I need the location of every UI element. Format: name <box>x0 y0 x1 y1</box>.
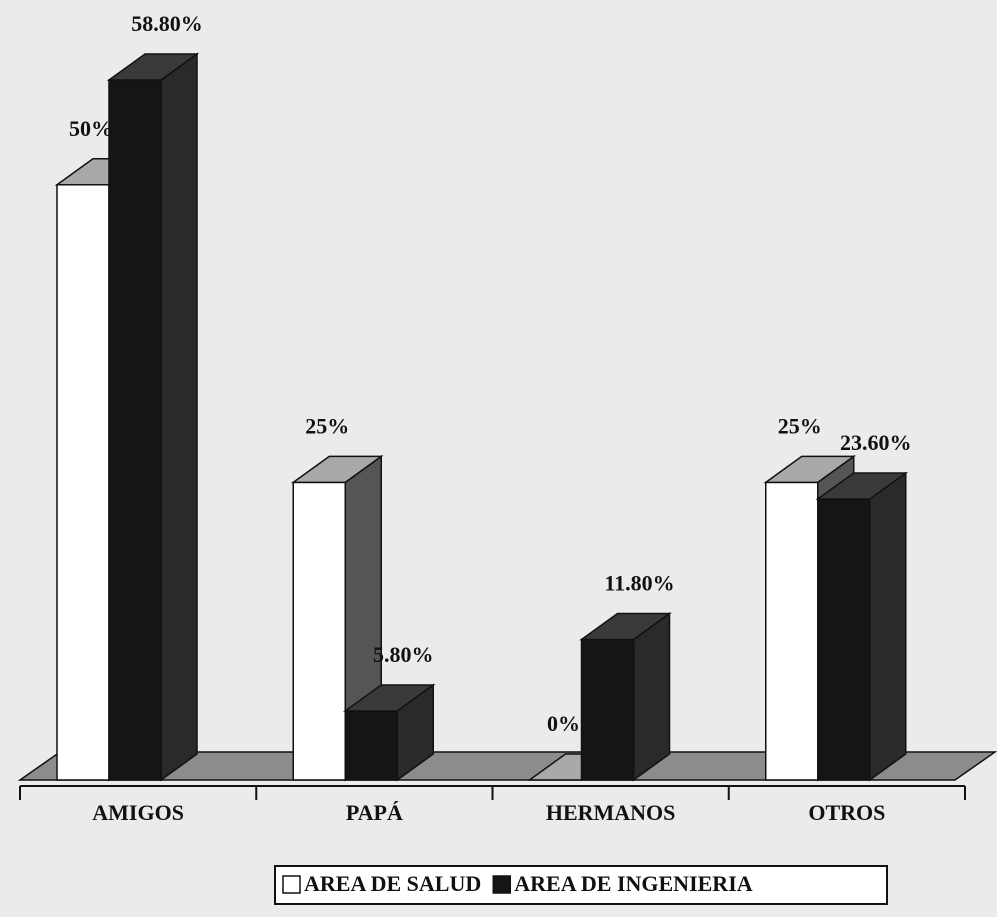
bar-top <box>290 455 384 484</box>
bar <box>344 710 398 781</box>
floor <box>17 751 997 781</box>
legend <box>274 865 888 905</box>
value-label: 58.80% <box>131 11 203 36</box>
bar-top <box>106 53 200 81</box>
x-tick-label: OTROS <box>808 800 885 825</box>
value-label: 50% <box>69 116 113 141</box>
bar <box>292 481 346 781</box>
value-label: 25% <box>778 413 822 438</box>
bar <box>108 79 162 781</box>
legend-swatch <box>492 875 512 894</box>
x-tick-label: AMIGOS <box>92 800 184 825</box>
bar <box>56 184 110 781</box>
bar-top <box>763 455 857 484</box>
bar <box>817 498 871 781</box>
value-label: 11.80% <box>604 571 674 596</box>
bar-side <box>632 612 671 782</box>
legend-swatch <box>282 875 301 894</box>
x-tick-label: PAPÁ <box>346 800 403 825</box>
value-label: 25% <box>305 413 349 438</box>
bar-side <box>869 471 907 782</box>
bar-top <box>342 684 436 712</box>
bar-top <box>815 472 909 500</box>
value-label: 23.60% <box>840 430 912 455</box>
value-label: 5.80% <box>373 642 434 667</box>
bar <box>765 481 819 781</box>
value-label: 0% <box>547 711 580 736</box>
bar-top <box>579 612 672 641</box>
x-tick-label: HERMANOS <box>546 800 676 825</box>
legend-label: AREA DE SALUD <box>304 871 481 896</box>
bar-side <box>160 52 198 782</box>
legend-label: AREA DE INGENIERIA <box>514 871 752 896</box>
bar <box>580 638 635 781</box>
